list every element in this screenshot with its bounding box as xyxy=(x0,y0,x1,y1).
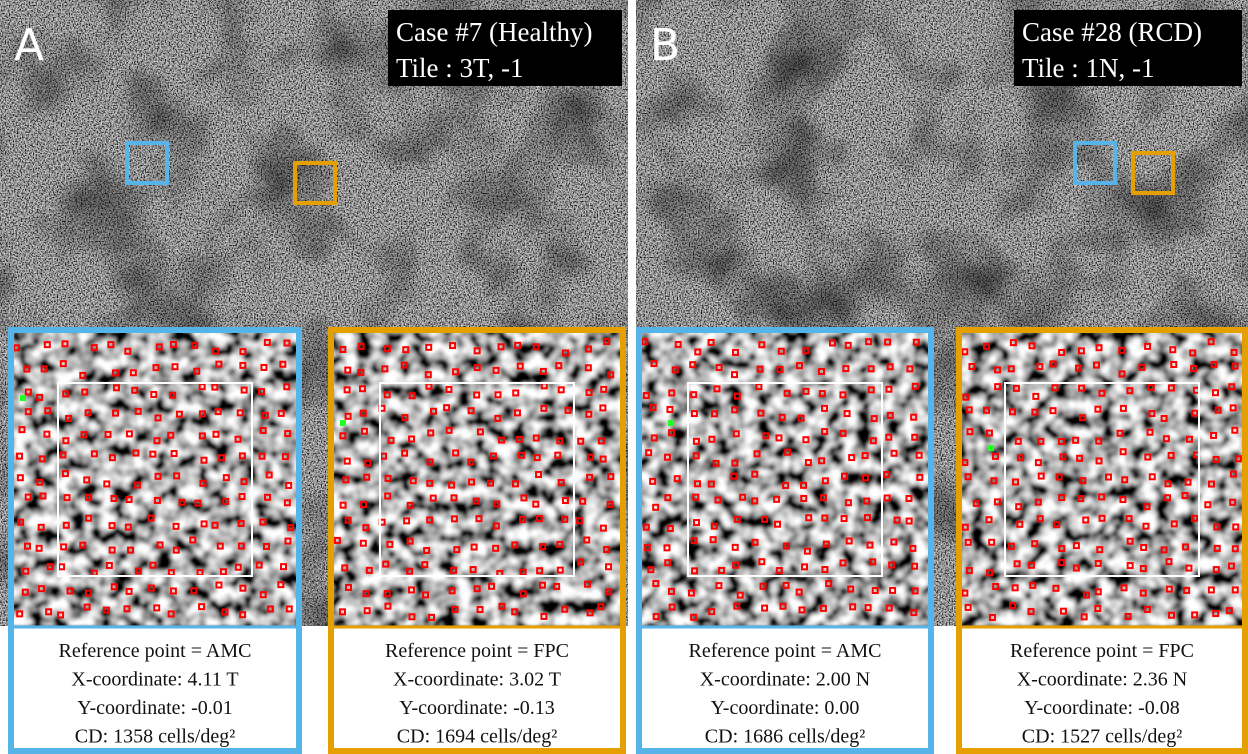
info-line: CD: 1527 cells/deg² xyxy=(1022,726,1182,748)
inset-image xyxy=(956,330,1248,626)
info-line: Reference point = FPC xyxy=(385,640,569,662)
info-line: Reference point = AMC xyxy=(689,640,882,662)
info-line: X-coordinate: 2.00 N xyxy=(700,669,871,691)
panel: B Case #28 (RCD) Tile : 1N, -1 Reference po… xyxy=(636,0,1248,751)
info-line: Reference point = AMC xyxy=(59,640,252,662)
seed-marker xyxy=(20,395,26,401)
inset: Reference point = AMC X-coordinate: 2.00 … xyxy=(636,330,934,751)
inset: Reference point = AMC X-coordinate: 4.11 … xyxy=(8,330,302,751)
inset-image xyxy=(8,330,302,626)
info-line: Y-coordinate: 0.00 xyxy=(711,697,860,719)
inset: Reference point = FPC X-coordinate: 2.36 … xyxy=(956,330,1248,751)
info-line: Y-coordinate: -0.13 xyxy=(399,697,555,719)
seed-marker xyxy=(340,420,346,426)
info-line: CD: 1358 cells/deg² xyxy=(75,726,235,748)
info-line: Y-coordinate: -0.08 xyxy=(1024,697,1180,719)
inset-image xyxy=(636,330,934,626)
panel-letter: A xyxy=(14,20,44,71)
panel: A Case #7 (Healthy) Tile : 3T, -1 Reference… xyxy=(0,0,628,751)
inset-image xyxy=(328,330,626,626)
case-label: Case #7 (Healthy) xyxy=(396,17,592,47)
tile-label: Tile : 3T, -1 xyxy=(396,53,524,83)
tile-label: Tile : 1N, -1 xyxy=(1022,53,1155,83)
info-line: Y-coordinate: -0.01 xyxy=(77,697,233,719)
info-line: CD: 1694 cells/deg² xyxy=(397,726,557,748)
info-line: X-coordinate: 2.36 N xyxy=(1017,669,1188,691)
info-line: X-coordinate: 4.11 T xyxy=(71,669,238,691)
case-label: Case #28 (RCD) xyxy=(1022,17,1202,47)
info-line: CD: 1686 cells/deg² xyxy=(705,726,865,748)
inset: Reference point = FPC X-coordinate: 3.02 … xyxy=(328,330,626,751)
figure: A Case #7 (Healthy) Tile : 3T, -1 Reference… xyxy=(0,0,1248,754)
info-line: X-coordinate: 3.02 T xyxy=(393,669,561,691)
inset-texture xyxy=(956,330,1248,626)
seed-marker xyxy=(668,420,674,426)
info-line: Reference point = FPC xyxy=(1010,640,1194,662)
seed-marker xyxy=(988,445,994,451)
panel-letter: B xyxy=(650,20,680,71)
inset-texture xyxy=(328,330,626,626)
